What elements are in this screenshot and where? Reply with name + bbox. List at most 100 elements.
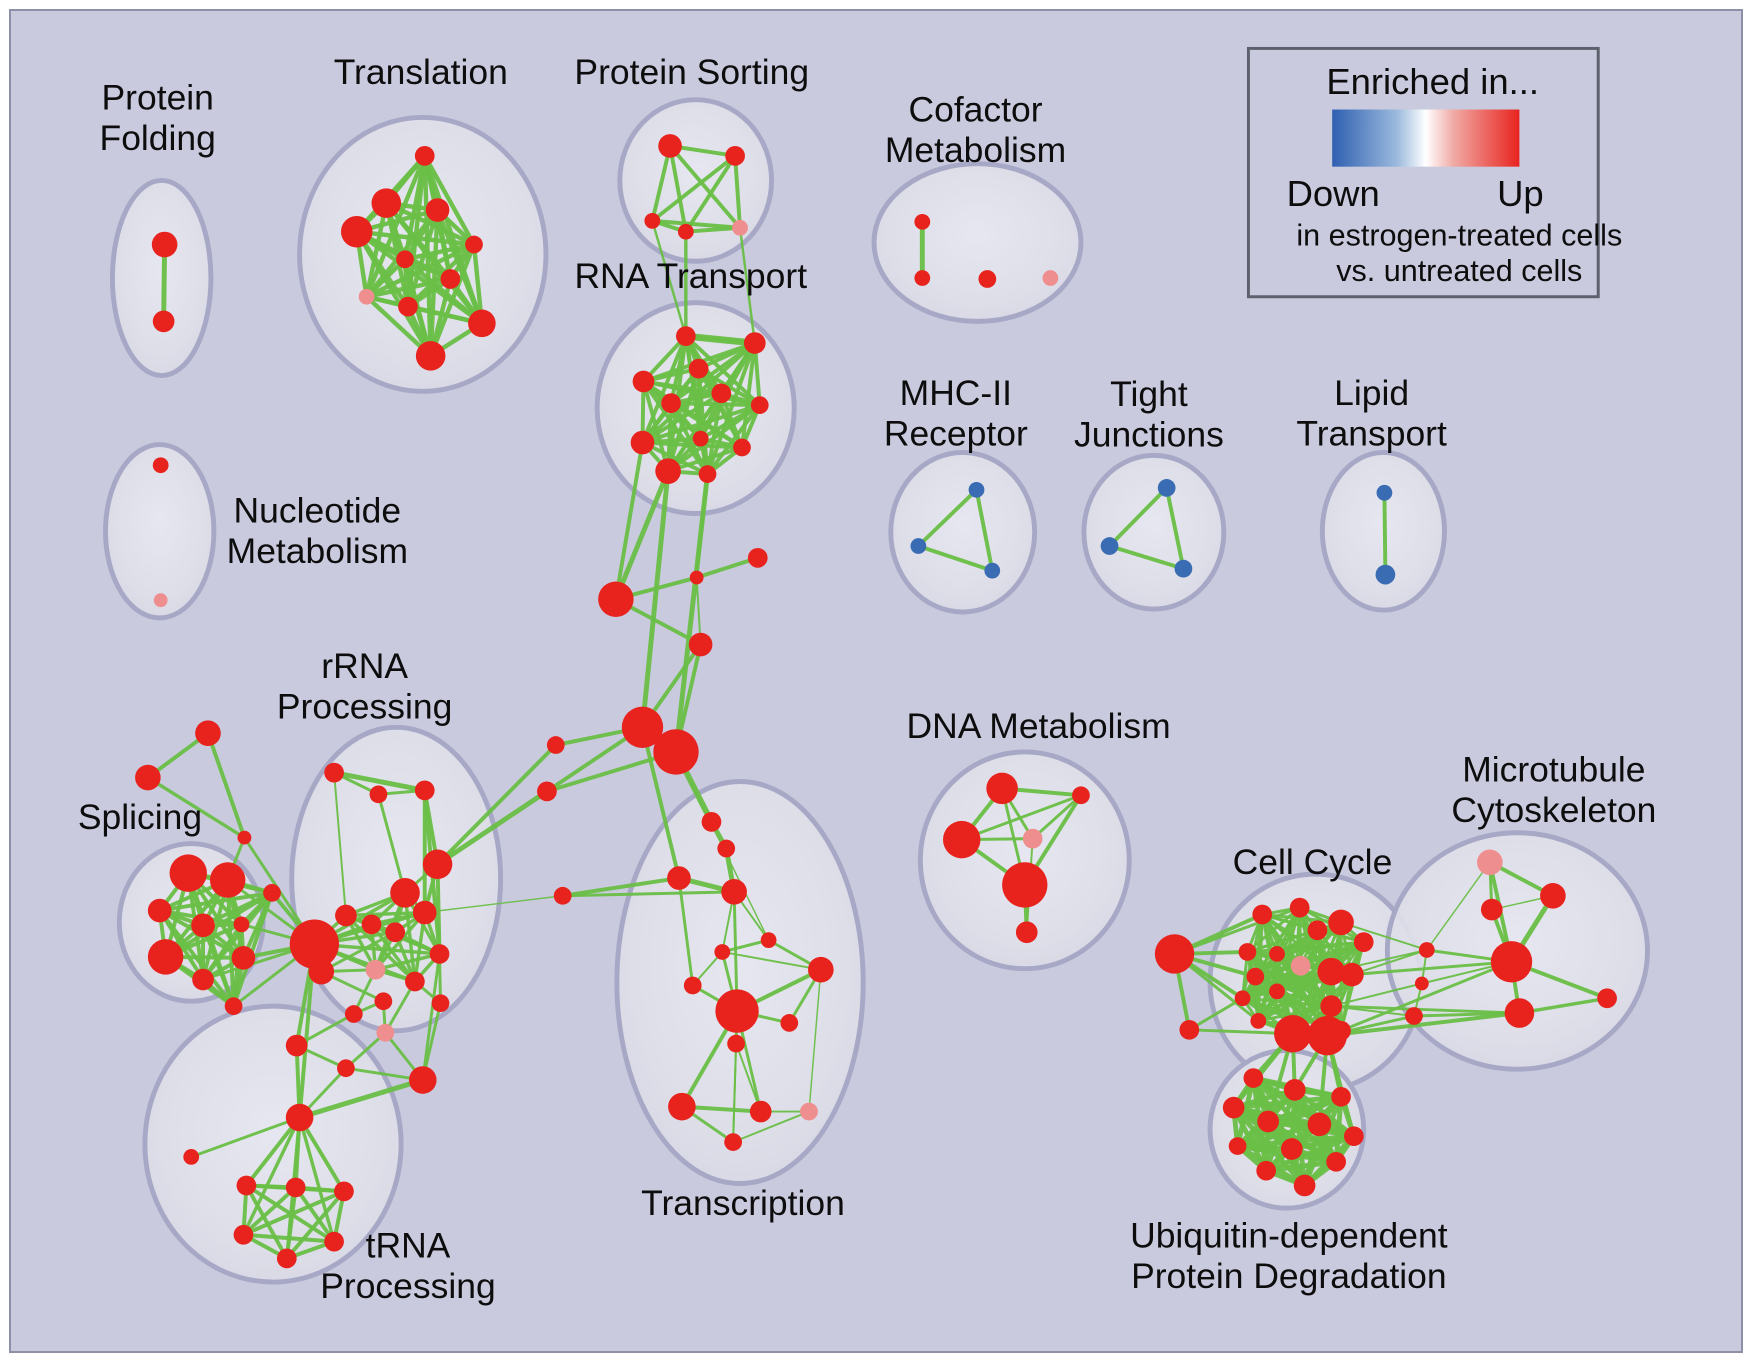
node-tn4	[233, 1224, 254, 1245]
node-lt2	[1375, 564, 1396, 585]
edge-sp6-sp9	[163, 890, 274, 959]
node-dm5	[1002, 862, 1048, 908]
node-g2	[135, 764, 161, 791]
node-tx4	[760, 932, 777, 949]
node-rh2	[308, 958, 335, 985]
node-rr5	[335, 904, 357, 927]
cluster-label-nucleotide_metabolism-line1: Nucleotide	[234, 490, 402, 530]
cluster-label-rrna_processing-line2: Processing	[277, 686, 452, 726]
edge-rr18-rr12	[421, 952, 441, 1082]
node-dm3	[943, 820, 981, 859]
node-rr18	[408, 1066, 437, 1094]
edge-tx9-tx11	[735, 1042, 762, 1113]
node-tj3	[1174, 559, 1193, 578]
node-ub8	[1228, 1137, 1247, 1155]
node-ps2	[725, 145, 745, 166]
node-ub6	[1307, 1112, 1332, 1137]
edge-cc10-mch	[1350, 960, 1513, 977]
edge-sp9-sp10	[231, 890, 274, 1009]
edge-rn4-rn12	[641, 379, 710, 477]
cluster-label-cell_cycle: Cell Cycle	[1233, 842, 1393, 882]
edge-ps1-ps4	[668, 144, 688, 234]
edge-rr8-rr9	[373, 910, 427, 972]
edge-rb-rl	[189, 1116, 302, 1159]
edge-rr3-rr12	[435, 862, 442, 956]
node-tx1	[667, 866, 691, 890]
node-rn12	[698, 465, 717, 483]
node-txh	[715, 989, 759, 1033]
edge-rt1-rr5	[333, 771, 347, 917]
cluster-ellipse-protein_folding	[109, 178, 214, 379]
node-cc6	[1238, 943, 1257, 961]
node-rr8	[412, 900, 437, 925]
node-ms3	[1405, 1007, 1423, 1025]
edge-g2-g3	[146, 775, 247, 840]
edge-tx5-tx6	[721, 950, 822, 971]
edge-rn2-rn12	[705, 341, 757, 477]
node-tx10	[668, 1092, 696, 1121]
node-t9	[398, 296, 418, 317]
node-nm1	[152, 457, 169, 474]
cluster-label-transcription: Transcription	[641, 1183, 845, 1223]
node-ub12	[1293, 1174, 1316, 1197]
node-nm2	[153, 593, 168, 608]
node-rn7	[750, 396, 769, 414]
edge-m6-rr3	[435, 788, 550, 867]
legend-down-label: Down	[1287, 173, 1380, 214]
edge-tn1-tn5	[244, 1183, 289, 1261]
cluster-label-trna_processing-line2: Processing	[320, 1266, 495, 1306]
node-ccb2	[1307, 1016, 1347, 1056]
edge-tx6-tx12	[808, 968, 822, 1113]
node-cc11	[1246, 967, 1265, 986]
edge-mc3-mc4	[1517, 996, 1609, 1015]
node-sp6	[147, 939, 184, 975]
node-t10	[468, 309, 496, 338]
cluster-label-microtubule_cytoskeleton-line1: Microtubule	[1462, 750, 1645, 790]
edge-ps1-ps3	[650, 144, 673, 223]
node-tx2	[721, 879, 747, 905]
edge-mh1-mh3	[974, 487, 995, 573]
node-tx7	[683, 976, 702, 995]
edge-ps4-ps5	[683, 225, 743, 234]
cluster-ellipse-transcription	[614, 779, 866, 1186]
edge-ps2-ps5	[733, 153, 743, 230]
edge-ps2-ps3	[650, 153, 738, 223]
legend-subtitle-line1: in estrogen-treated cells	[1296, 219, 1622, 253]
edge-tx9-tx13	[732, 1042, 738, 1144]
cluster-label-dna_metabolism: DNA Metabolism	[907, 706, 1171, 746]
node-rr11	[374, 992, 393, 1011]
node-sp4	[191, 913, 215, 938]
node-rn5	[711, 383, 732, 404]
cluster-label-translation: Translation	[334, 52, 508, 92]
node-rh	[289, 919, 340, 969]
edge-rn11-hub1	[640, 468, 671, 730]
cluster-label-mhc_ii_receptor-line2: Receptor	[884, 414, 1028, 454]
edge-ps5-rn2	[738, 226, 757, 345]
node-hub2	[653, 729, 699, 775]
node-ub5	[1257, 1110, 1279, 1133]
node-m6	[537, 781, 557, 802]
edge-rn12-m2	[695, 472, 709, 580]
cluster-label-cofactor_metabolism-line2: Metabolism	[885, 130, 1066, 170]
edge-rn3-rn7	[696, 366, 762, 408]
cluster-ellipse-protein_sorting	[617, 97, 775, 264]
cluster-label-ubiquitin_degradation-line1: Ubiquitin-dependent	[1130, 1216, 1448, 1256]
edge-t5-t6	[402, 242, 477, 262]
edge-dm2-dm4	[1031, 793, 1083, 841]
node-rn8	[630, 430, 655, 455]
node-rt1	[324, 762, 344, 783]
edge-cc5-cc7	[1275, 940, 1366, 956]
node-mc4	[1597, 988, 1617, 1009]
node-ub3	[1331, 1086, 1351, 1107]
edge-rr15-rr10	[383, 980, 417, 1035]
edge-rn7-rn12	[705, 403, 762, 477]
node-rr17	[337, 1059, 355, 1078]
node-mc2	[1480, 898, 1503, 921]
node-m3	[747, 547, 768, 568]
edge-sp3-sp9	[157, 890, 274, 913]
node-rn11	[655, 458, 681, 484]
node-cc15	[1250, 1013, 1267, 1029]
node-cc7	[1269, 946, 1285, 962]
cluster-label-nucleotide_metabolism-line2: Metabolism	[227, 531, 408, 571]
